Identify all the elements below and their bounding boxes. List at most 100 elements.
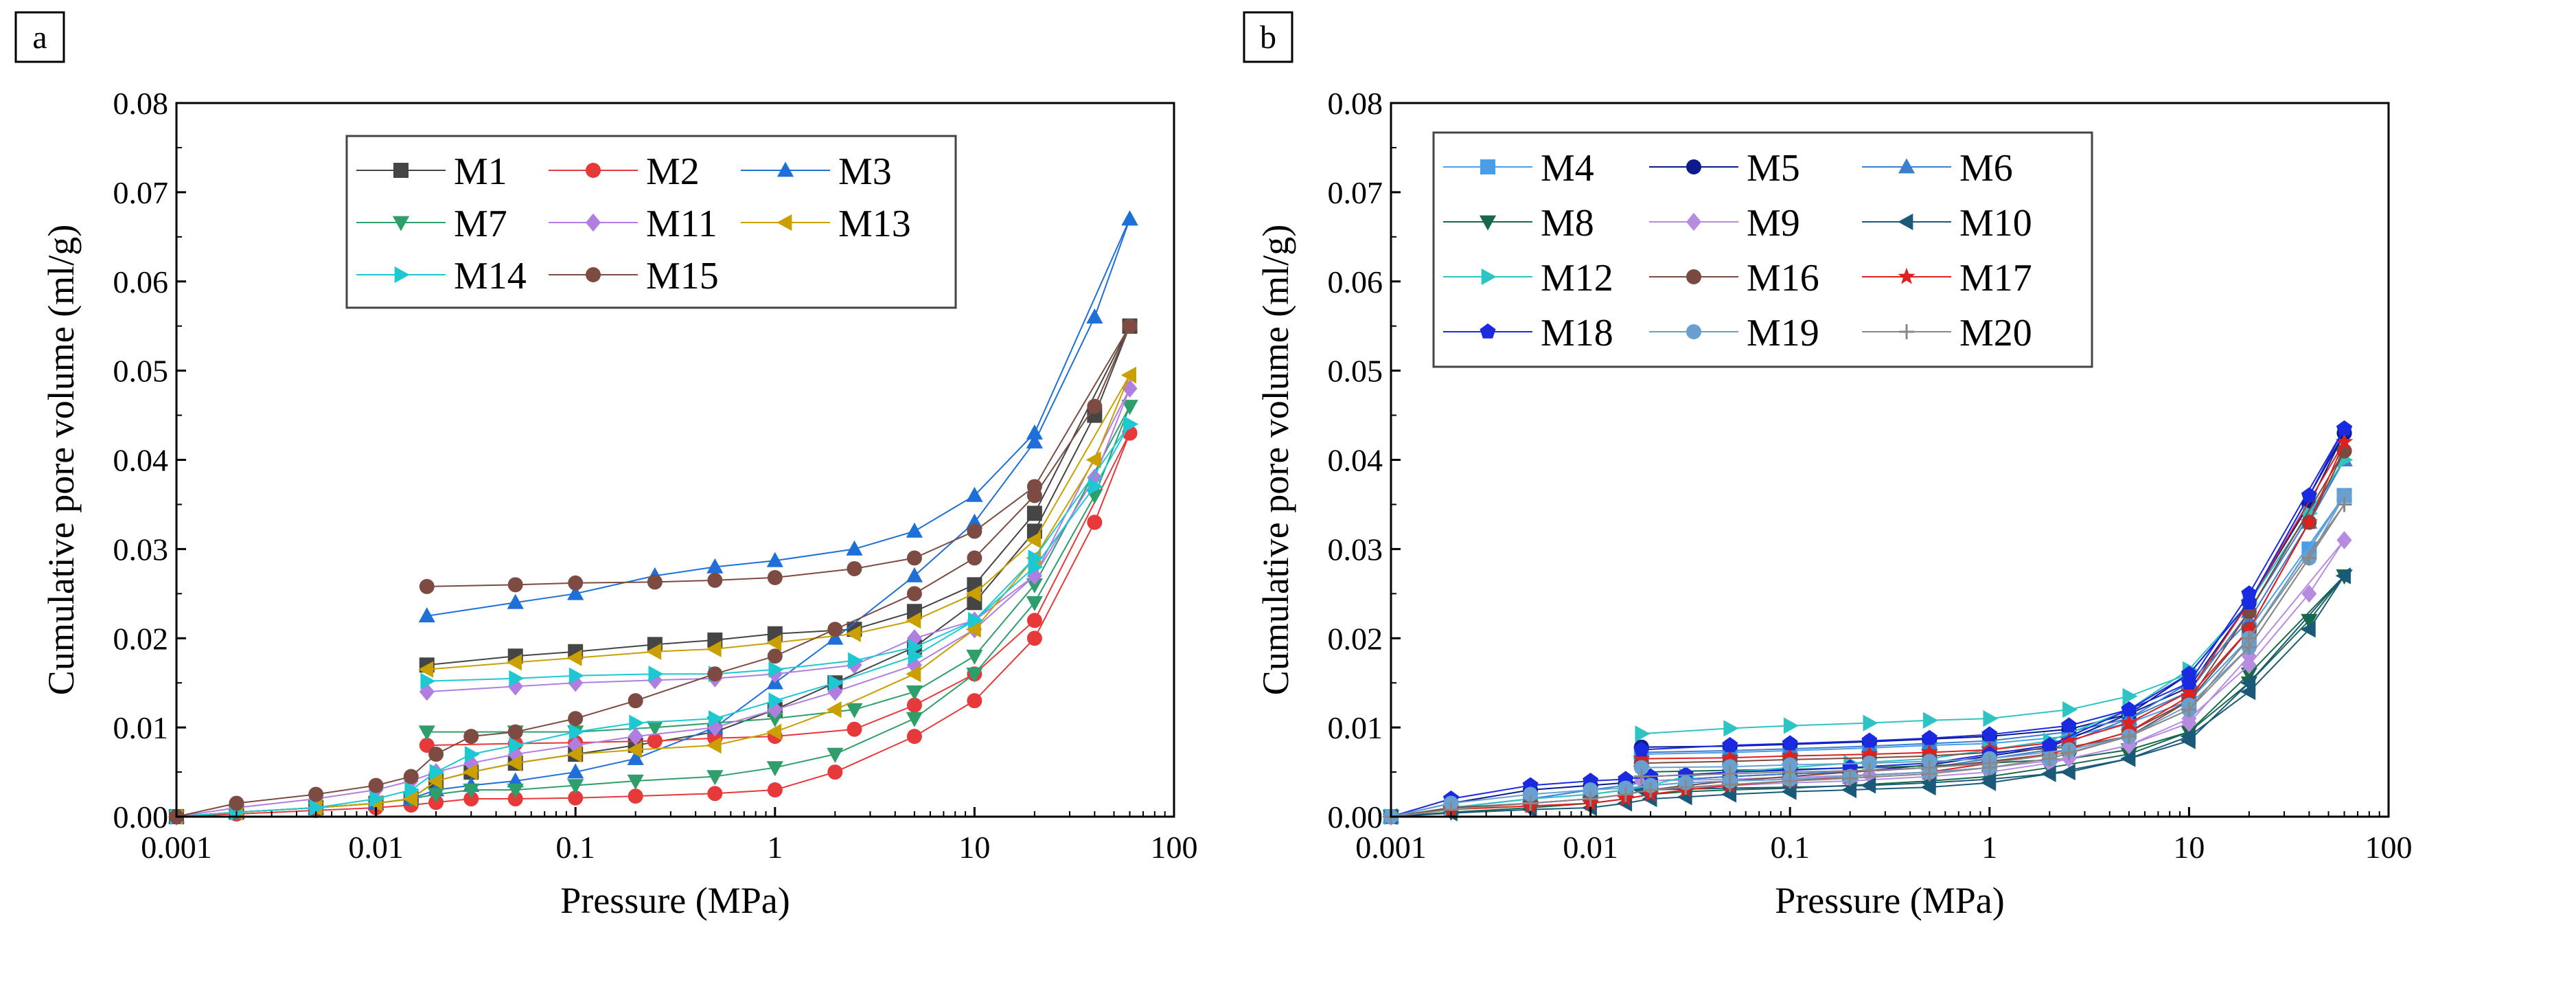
data-point bbox=[2336, 488, 2352, 503]
data-point bbox=[2301, 585, 2317, 603]
data-point bbox=[906, 550, 922, 566]
legend-item-m1: M1 bbox=[356, 150, 507, 193]
y-tick-label: 0.05 bbox=[1328, 354, 1383, 389]
panel-label: a bbox=[32, 19, 47, 56]
legend-item-m5: M5 bbox=[1649, 147, 1800, 190]
data-point bbox=[568, 711, 584, 727]
data-point bbox=[628, 727, 643, 746]
data-point bbox=[628, 789, 643, 804]
data-point bbox=[1085, 451, 1101, 468]
legend-marker bbox=[586, 163, 601, 178]
x-axis-title: Pressure (MPa) bbox=[560, 880, 790, 921]
data-point bbox=[827, 747, 844, 763]
data-point bbox=[420, 672, 436, 690]
legend-marker bbox=[586, 213, 601, 232]
data-point bbox=[1841, 781, 1857, 799]
data-point bbox=[2335, 433, 2354, 450]
data-point bbox=[1633, 741, 1650, 757]
legend-label: M7 bbox=[454, 203, 507, 245]
data-point bbox=[766, 723, 782, 740]
series-group bbox=[1382, 420, 2354, 826]
chart-panel-a: a 0.00 0.01 0.02 0.03 0.04 0.05 0.06 0.07 0.08 0.0… bbox=[14, 11, 1198, 921]
data-point bbox=[906, 712, 923, 727]
data-point bbox=[1863, 714, 1878, 732]
data-point bbox=[566, 649, 582, 666]
legend-item-m7: M7 bbox=[356, 203, 507, 245]
data-point bbox=[848, 652, 864, 669]
y-tick-label: 0.00 bbox=[1328, 799, 1383, 835]
legend-marker bbox=[393, 163, 409, 178]
legend-label: M9 bbox=[1747, 202, 1800, 245]
data-point bbox=[2040, 765, 2056, 782]
data-point bbox=[707, 666, 723, 682]
legend-label: M11 bbox=[646, 203, 717, 245]
legend-marker bbox=[1686, 159, 1701, 174]
data-point bbox=[1722, 737, 1738, 752]
data-point bbox=[1026, 596, 1043, 611]
legend-item-m20: M20 bbox=[1862, 312, 2032, 354]
x-tick-label: 10 bbox=[2173, 830, 2205, 865]
legend-item-m3: M3 bbox=[741, 150, 892, 193]
legend-marker bbox=[1480, 323, 1496, 339]
intrusion-line bbox=[176, 388, 1131, 817]
data-point bbox=[646, 643, 662, 660]
y-tick-label: 0.04 bbox=[113, 443, 169, 478]
data-point bbox=[1086, 308, 1103, 324]
intrusion-line bbox=[1390, 428, 2345, 817]
data-point bbox=[1781, 747, 1799, 764]
data-point bbox=[846, 703, 863, 718]
data-point bbox=[706, 770, 724, 786]
y-tick-label: 0.01 bbox=[1328, 710, 1383, 745]
data-point bbox=[629, 714, 645, 732]
data-point bbox=[567, 585, 584, 600]
data-point bbox=[906, 729, 922, 745]
data-point bbox=[567, 763, 584, 779]
legend-label: M1 bbox=[454, 150, 507, 193]
panel-label: b bbox=[1260, 19, 1276, 56]
data-point bbox=[627, 741, 643, 758]
data-point bbox=[1026, 578, 1043, 593]
y-tick-label: 0.08 bbox=[113, 86, 169, 121]
data-point bbox=[507, 791, 523, 807]
data-point bbox=[708, 710, 724, 727]
data-point bbox=[1678, 780, 1694, 795]
data-point bbox=[1981, 726, 1998, 742]
data-point bbox=[464, 745, 480, 763]
data-point bbox=[767, 569, 783, 585]
data-point bbox=[627, 774, 644, 790]
data-point bbox=[647, 733, 663, 749]
data-point bbox=[1583, 791, 1598, 807]
extrusion-line bbox=[1641, 459, 2345, 753]
data-point bbox=[2335, 567, 2351, 585]
data-point bbox=[404, 781, 420, 799]
data-point bbox=[568, 575, 584, 591]
data-point bbox=[2241, 631, 2257, 646]
intrusion-line bbox=[1390, 575, 2345, 817]
data-point bbox=[418, 661, 434, 678]
data-point bbox=[1026, 631, 1042, 646]
data-point bbox=[1026, 613, 1042, 628]
data-point bbox=[965, 621, 981, 638]
data-point bbox=[766, 634, 782, 651]
data-point bbox=[1026, 479, 1042, 495]
y-tick-label: 0.01 bbox=[113, 710, 169, 745]
legend-label: M3 bbox=[838, 150, 892, 193]
data-point bbox=[2042, 751, 2058, 767]
data-point bbox=[509, 737, 525, 754]
data-point bbox=[906, 586, 922, 602]
data-point bbox=[1523, 786, 1539, 802]
x-tick-label: 1 bbox=[767, 830, 783, 865]
data-point bbox=[827, 622, 843, 637]
data-point bbox=[967, 550, 982, 566]
series-m18 bbox=[1383, 420, 2353, 824]
data-point bbox=[2180, 732, 2196, 749]
legend-marker bbox=[777, 161, 794, 177]
data-point bbox=[1783, 717, 1799, 734]
data-point bbox=[309, 799, 325, 817]
series-m2 bbox=[169, 425, 1138, 824]
legend-item-m16: M16 bbox=[1649, 257, 1819, 299]
intrusion-line bbox=[176, 374, 1131, 817]
data-point bbox=[908, 639, 923, 656]
data-point bbox=[827, 764, 843, 780]
data-point bbox=[1121, 400, 1138, 416]
